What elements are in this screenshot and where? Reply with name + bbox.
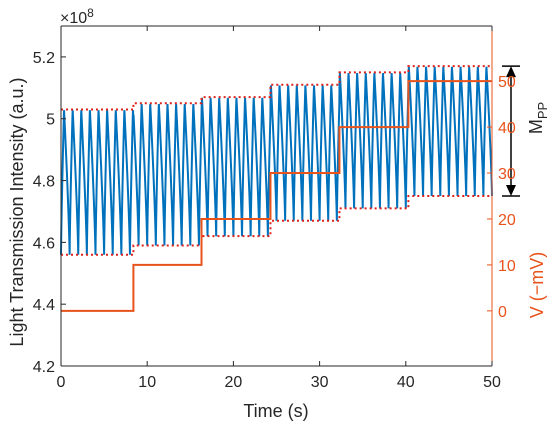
y-right-tick-label: 50 bbox=[498, 74, 516, 91]
x-tick-label: 50 bbox=[483, 374, 501, 391]
transmission-series bbox=[60, 66, 493, 255]
y-left-tick-label: 4.2 bbox=[33, 359, 55, 376]
y-axis-left-label: Light Transmission Intensity (a.u.) bbox=[7, 77, 27, 346]
mpp-arrowhead-bottom bbox=[506, 185, 516, 196]
mpp-annotation: MPP bbox=[526, 102, 550, 134]
y-left-tick-label: 4.8 bbox=[33, 174, 55, 191]
ticks-layer: 0 10 20 30 40 50 4.2 4.4 4.6 4.8 5 5.2 0 10 20 30 40 50 bbox=[33, 26, 516, 391]
x-tick-label: 40 bbox=[397, 374, 415, 391]
y-left-tick-label: 4.6 bbox=[33, 235, 55, 252]
y-left-tick-label: 4.4 bbox=[33, 297, 55, 314]
axes-layer bbox=[60, 25, 520, 367]
x-tick-label: 0 bbox=[57, 374, 66, 391]
envelope-upper bbox=[61, 65, 492, 111]
plot-layer bbox=[60, 65, 493, 312]
y-right-tick-label: 10 bbox=[498, 258, 516, 275]
x-tick-label: 30 bbox=[311, 374, 329, 391]
voltage-series bbox=[61, 80, 492, 312]
y-right-tick-label: 20 bbox=[498, 212, 516, 229]
y-right-tick-label: 40 bbox=[498, 120, 516, 137]
y-left-tick-label: 5 bbox=[46, 112, 55, 129]
y-left-tick-label: 5.2 bbox=[33, 50, 55, 67]
x-tick-label: 10 bbox=[138, 374, 156, 391]
y-right-tick-label: 0 bbox=[498, 304, 507, 321]
x-axis-label: Time (s) bbox=[243, 401, 308, 421]
exponent-label: ×108 bbox=[60, 6, 94, 27]
mpp-arrowhead-top bbox=[506, 66, 516, 78]
y-axis-right-label: V (−mV) bbox=[527, 252, 547, 319]
envelope-lower bbox=[61, 195, 492, 256]
x-tick-label: 20 bbox=[225, 374, 243, 391]
y-right-tick-label: 30 bbox=[498, 166, 516, 183]
